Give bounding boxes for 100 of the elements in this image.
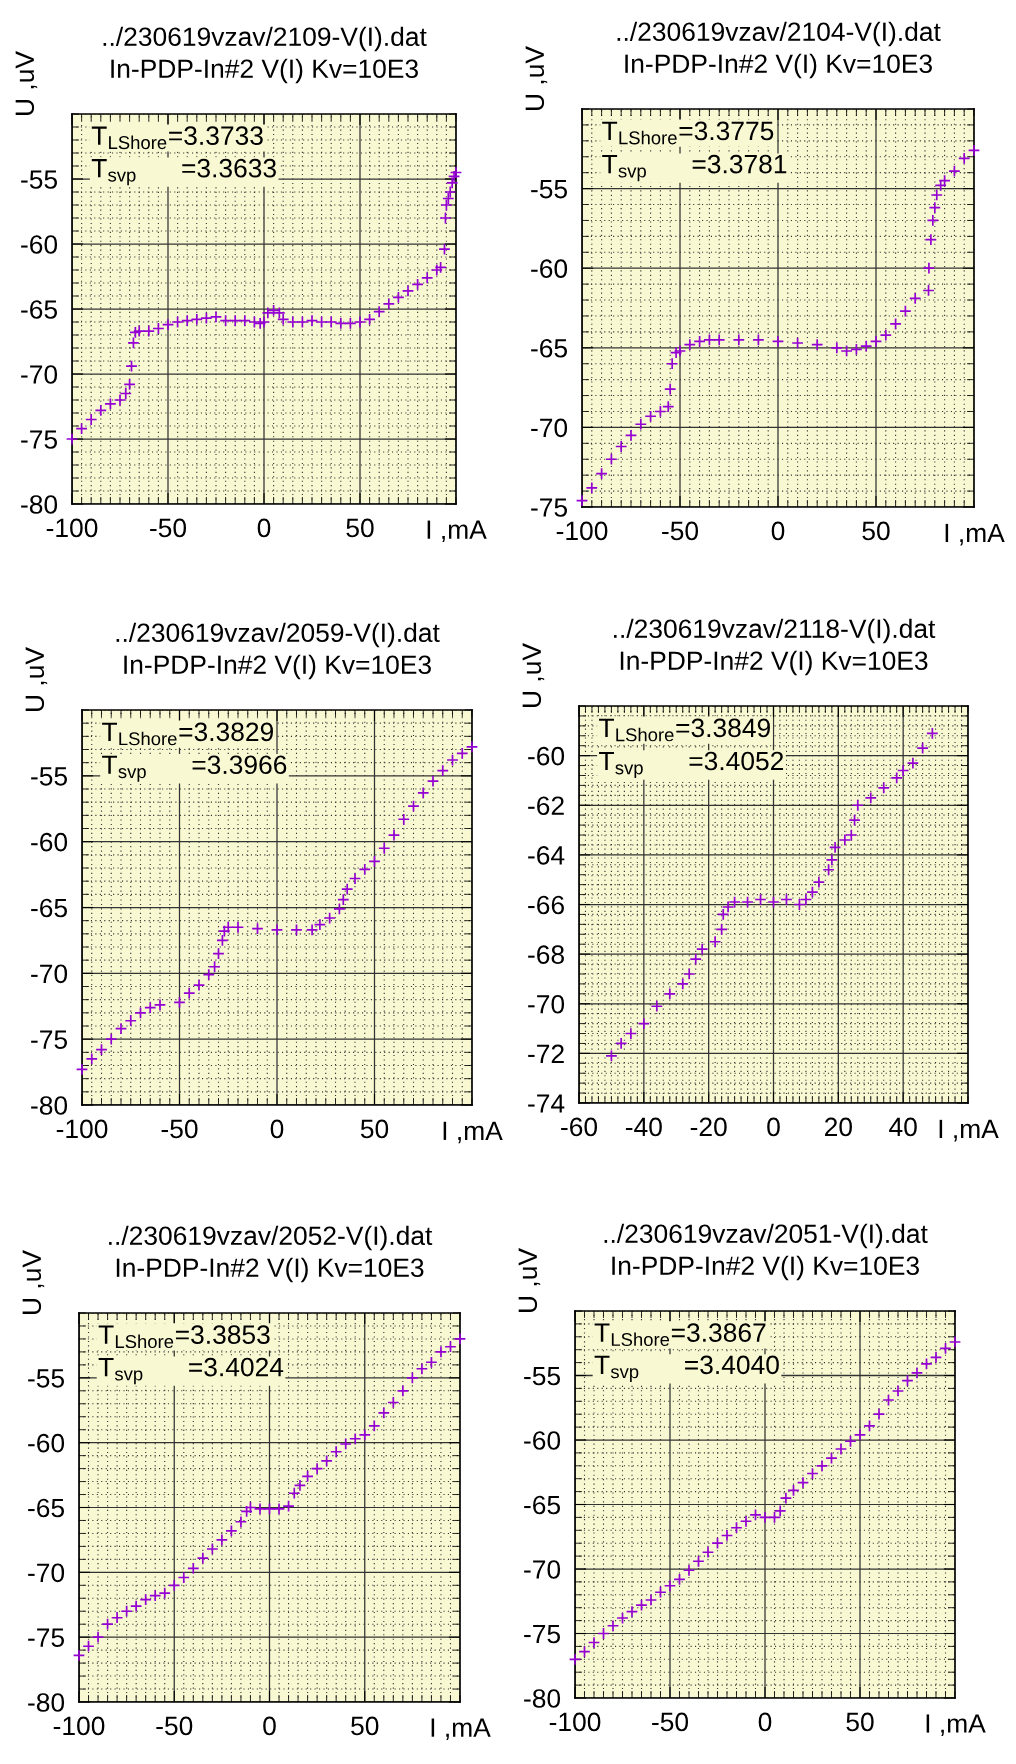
point xyxy=(301,1470,314,1483)
chart-title: ../230619vzav/2059-V(I).dat xyxy=(116,622,440,648)
point xyxy=(689,952,702,966)
y-tick-label: -70 xyxy=(28,1563,65,1583)
point xyxy=(822,863,835,876)
point xyxy=(192,978,206,992)
point xyxy=(749,1508,762,1522)
point xyxy=(270,923,284,937)
point xyxy=(263,1502,276,1516)
point xyxy=(397,813,410,826)
point xyxy=(415,1362,429,1375)
y-tick-label: -70 xyxy=(31,964,68,984)
point xyxy=(340,882,354,896)
point xyxy=(310,1462,324,1475)
point xyxy=(922,261,936,275)
point xyxy=(368,1419,381,1433)
point xyxy=(222,921,235,934)
point xyxy=(891,1384,905,1398)
point xyxy=(296,315,309,329)
annotation: T$_{LShore}$=3.3733 xyxy=(91,126,263,150)
point xyxy=(104,397,117,411)
point xyxy=(901,1374,914,1387)
y-tick-label: -55 xyxy=(28,1369,65,1388)
point xyxy=(848,813,861,827)
annotation: T$_{LShore}$=3.3775 xyxy=(602,121,774,145)
point xyxy=(780,893,793,906)
x-tick-label: 40 xyxy=(889,1117,917,1137)
chart-subtitle: In-PDP-In#2 V(I) Kv=10E3 xyxy=(116,1257,424,1283)
point xyxy=(430,263,444,277)
point xyxy=(152,322,165,335)
point xyxy=(290,923,303,937)
point xyxy=(190,313,204,326)
point xyxy=(75,422,88,435)
point xyxy=(173,996,186,1009)
point xyxy=(791,336,804,350)
chart-subtitle: In-PDP-In#2 V(I) Kv=10E3 xyxy=(625,53,932,79)
x-tick-label: 0 xyxy=(270,1119,284,1139)
point xyxy=(200,311,213,325)
point xyxy=(219,314,232,327)
point xyxy=(363,313,376,326)
point xyxy=(348,872,362,885)
y-tick-label: -74 xyxy=(528,1094,565,1113)
point xyxy=(614,440,628,453)
annotation: T$_{LShore}$=3.3829 xyxy=(102,722,273,746)
text: T$_{svp}$ =3.4024 xyxy=(98,1357,284,1385)
x-tick-label: 0 xyxy=(257,518,271,538)
point xyxy=(920,1357,933,1371)
point xyxy=(930,188,943,202)
point xyxy=(767,895,780,909)
x-tick-label: -100 xyxy=(53,1716,105,1736)
point xyxy=(134,1006,147,1020)
point xyxy=(568,1653,582,1666)
point xyxy=(168,1579,181,1592)
point xyxy=(272,1502,286,1516)
point xyxy=(125,359,138,373)
x-axis-title: I ,mA xyxy=(427,520,487,543)
point xyxy=(859,339,873,353)
y-axis-title: U ,uV xyxy=(22,1250,45,1314)
point xyxy=(605,1049,618,1063)
point xyxy=(624,429,638,442)
point xyxy=(939,1342,952,1355)
point xyxy=(796,1476,810,1489)
point xyxy=(358,863,371,876)
point xyxy=(353,315,367,329)
point xyxy=(711,1536,724,1550)
point xyxy=(663,987,676,1001)
x-tick-label: -50 xyxy=(161,1119,198,1139)
x-tick-label: 50 xyxy=(846,1712,874,1732)
point xyxy=(206,1542,219,1556)
point xyxy=(850,343,863,356)
point xyxy=(244,1501,257,1514)
point xyxy=(449,166,463,179)
point xyxy=(693,335,706,348)
point xyxy=(948,1335,962,1349)
point xyxy=(616,1611,629,1625)
point xyxy=(180,314,194,327)
point xyxy=(741,895,754,909)
point xyxy=(665,357,679,370)
y-tick-label: -80 xyxy=(28,1693,65,1712)
x-tick-label: -100 xyxy=(46,518,98,538)
x-axis-title: I ,mA xyxy=(443,1121,503,1144)
point xyxy=(692,1555,705,1568)
y-tick-label: -80 xyxy=(31,1096,68,1115)
point xyxy=(682,1564,696,1577)
point xyxy=(344,317,357,330)
point xyxy=(72,1649,86,1662)
point xyxy=(453,1332,467,1346)
y-tick-label: -75 xyxy=(531,498,568,517)
point xyxy=(732,333,746,347)
point xyxy=(695,942,709,956)
y-tick-label: -75 xyxy=(31,1030,68,1049)
point xyxy=(840,344,853,358)
point xyxy=(864,791,877,805)
point xyxy=(439,211,452,225)
y-tick-label: -65 xyxy=(524,1495,561,1515)
point xyxy=(127,336,140,350)
y-tick-label: -65 xyxy=(31,898,68,918)
point xyxy=(282,1499,295,1513)
chart-subtitle: In-PDP-In#2 V(I) Kv=10E3 xyxy=(111,58,418,84)
point xyxy=(673,1573,686,1586)
